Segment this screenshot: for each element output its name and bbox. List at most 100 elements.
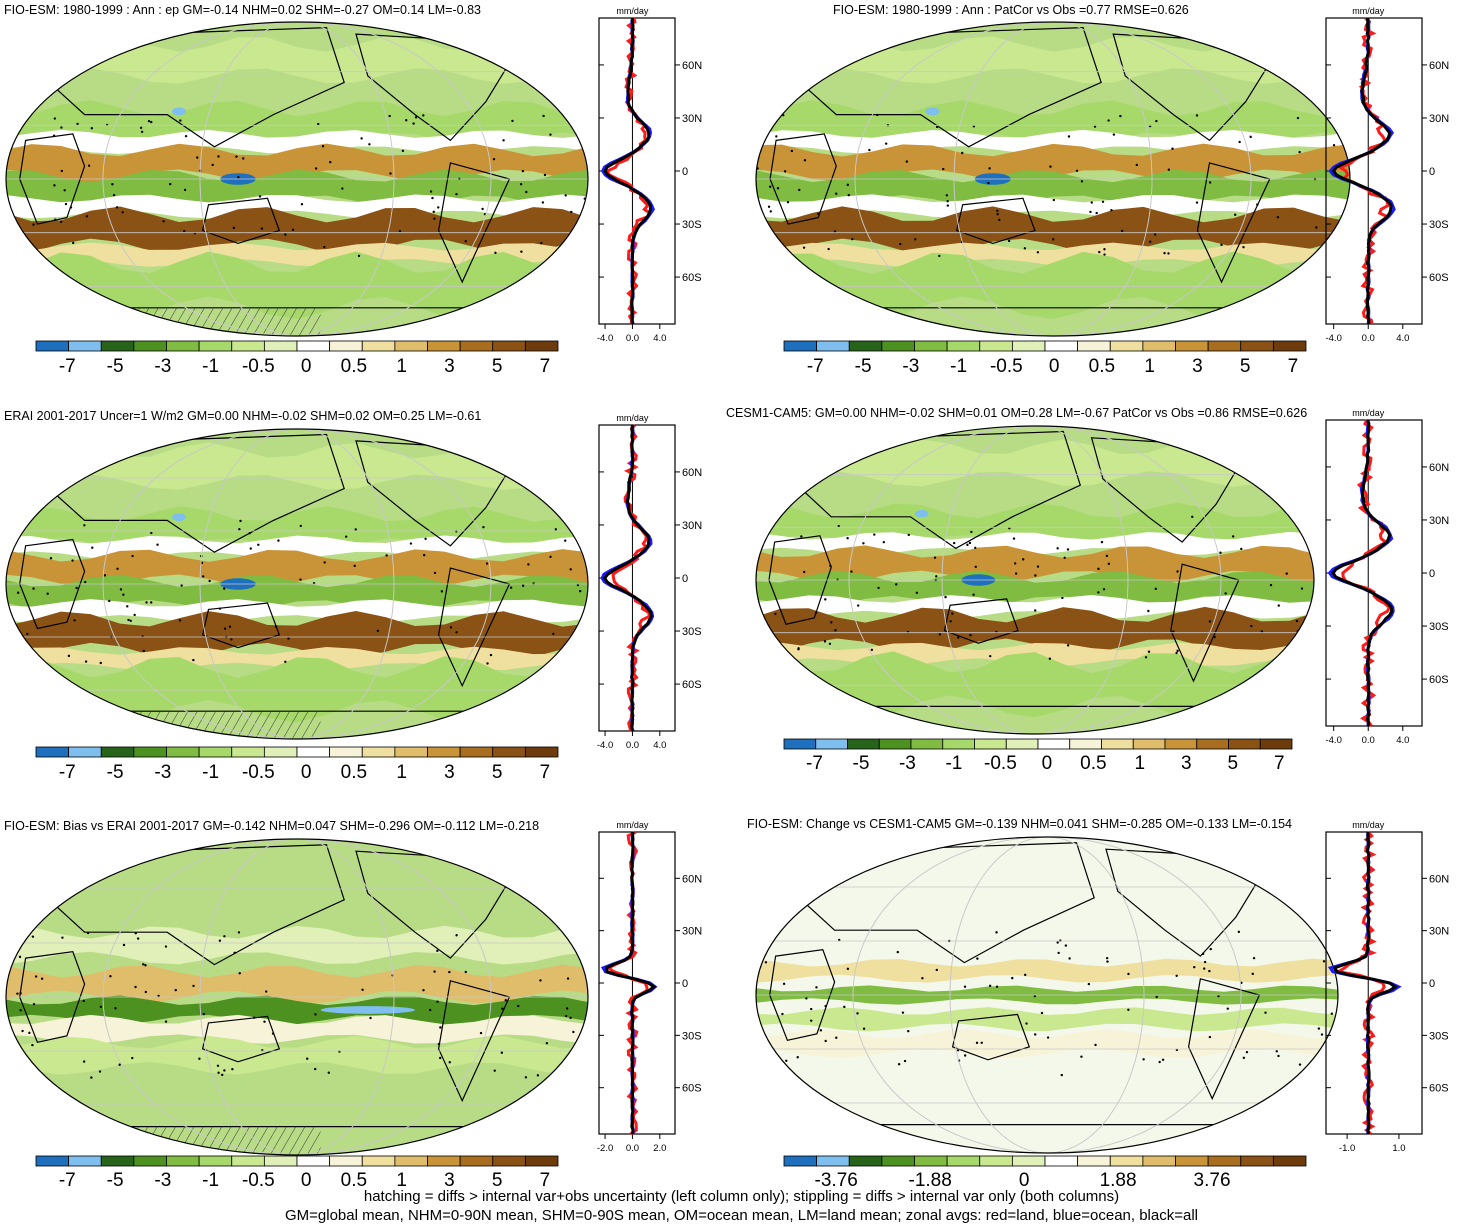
zonal-mean-plot: mm/day 60N 30N 0 30S 60S -1.0 1.0 bbox=[1325, 820, 1449, 1154]
zonal-lat-tick: 30S bbox=[682, 626, 702, 638]
colorbar-tick-label: 1 bbox=[1144, 356, 1155, 377]
colorbar-swatch bbox=[974, 738, 1007, 750]
zonal-lat-tick: 60N bbox=[682, 60, 702, 72]
colorbar-tick-label: 7 bbox=[539, 1170, 551, 1191]
colorbar-swatch bbox=[524, 1155, 559, 1167]
colorbar-swatch bbox=[946, 340, 981, 352]
colorbar-swatch bbox=[1011, 1155, 1046, 1167]
colorbar-tick-label: -3 bbox=[154, 1170, 172, 1191]
colorbar-tick-label: 5 bbox=[1227, 753, 1239, 774]
colorbar-swatch bbox=[1077, 340, 1111, 352]
colorbar-swatch bbox=[1240, 1155, 1274, 1167]
zonal-x-tick: 0.0 bbox=[626, 1143, 639, 1154]
colorbar-tick-label: 3 bbox=[1181, 753, 1192, 774]
colorbar-swatch bbox=[1164, 738, 1198, 750]
colorbar-tick-label: -3 bbox=[902, 356, 920, 377]
colorbar-swatch bbox=[1207, 1155, 1242, 1167]
colorbar-tick-label: -3 bbox=[898, 753, 916, 774]
colorbar-swatch bbox=[296, 1155, 331, 1167]
colorbar-tick-label: 0 bbox=[1018, 1170, 1030, 1191]
zonal-x-tick: 4.0 bbox=[1396, 735, 1409, 746]
colorbar-tick-label: 3.76 bbox=[1193, 1170, 1231, 1191]
colorbar-tick-label: 5 bbox=[1239, 356, 1251, 377]
colorbar-swatch bbox=[68, 340, 102, 352]
colorbar-swatch bbox=[815, 738, 848, 750]
colorbar-swatch bbox=[1132, 738, 1166, 750]
colorbar-swatch bbox=[816, 1155, 850, 1167]
colorbar-swatch bbox=[847, 738, 880, 750]
colorbar-swatch bbox=[35, 746, 70, 758]
colorbar-swatch bbox=[263, 746, 298, 758]
zonal-x-tick: 0.0 bbox=[1362, 333, 1375, 344]
zonal-x-tick: 0.0 bbox=[1362, 735, 1375, 746]
colorbar-swatch bbox=[198, 340, 233, 352]
zonal-lat-tick: 60S bbox=[1429, 674, 1449, 686]
colorbar-tick-label: 7 bbox=[539, 762, 551, 783]
colorbar-tick-label: -7 bbox=[58, 762, 76, 783]
colorbar-tick-label: 7 bbox=[1287, 356, 1299, 377]
colorbar-tick-label: 1 bbox=[396, 356, 407, 377]
colorbar-swatch bbox=[816, 340, 850, 352]
precip-map bbox=[755, 21, 1351, 337]
colorbar-swatch bbox=[459, 1155, 494, 1167]
colorbar-swatch bbox=[524, 340, 559, 352]
colorbar-swatch bbox=[492, 746, 526, 758]
colorbar-tick-label: 7 bbox=[539, 356, 551, 377]
colorbar-swatch bbox=[231, 1155, 265, 1167]
colorbar-tick-label: -1 bbox=[202, 762, 220, 783]
zonal-lat-tick: 30S bbox=[682, 219, 702, 231]
colorbar-tick-label: 0 bbox=[300, 762, 312, 783]
colorbar-swatch bbox=[329, 1155, 363, 1167]
precip-map bbox=[755, 425, 1315, 735]
zonal-lat-tick: 30S bbox=[1429, 219, 1449, 231]
colorbar bbox=[35, 1155, 559, 1167]
colorbar-swatch bbox=[1011, 340, 1046, 352]
zonal-lat-tick: 0 bbox=[1429, 568, 1435, 580]
zonal-lat-tick: 0 bbox=[1429, 978, 1435, 990]
zonal-x-tick: -2.0 bbox=[597, 1143, 613, 1154]
zonal-lat-tick: 0 bbox=[682, 166, 688, 178]
colorbar-swatch bbox=[1044, 340, 1079, 352]
colorbar-tick-label: 0 bbox=[300, 356, 312, 377]
colorbar-tick-label: -1.88 bbox=[908, 1170, 952, 1191]
colorbar-tick-label: 1 bbox=[396, 1170, 407, 1191]
zonal-lat-tick: 30S bbox=[682, 1030, 702, 1042]
colorbar-tick-label: 1 bbox=[1134, 753, 1146, 774]
panel-title: ERAI 2001-2017 Uncer=1 W/m2 GM=0.00 NHM=… bbox=[4, 409, 482, 423]
colorbar-swatch bbox=[1207, 340, 1242, 352]
colorbar-tick-label: -5 bbox=[106, 356, 124, 377]
colorbar-tick-label: 0.5 bbox=[1088, 356, 1116, 377]
colorbar-tick-label: 0 bbox=[1041, 753, 1053, 774]
panel-title: FIO-ESM: Bias vs ERAI 2001-2017 GM=-0.14… bbox=[4, 819, 540, 833]
colorbar-swatch bbox=[492, 1155, 526, 1167]
zonal-x-tick: 4.0 bbox=[653, 740, 666, 751]
zonal-mean-plot: mm/day 60N 30N 0 30S 60S -2.0 0.0 2.0 bbox=[597, 820, 702, 1154]
colorbar-swatch bbox=[848, 1155, 883, 1167]
precip-map bbox=[5, 838, 589, 1156]
colorbar-swatch bbox=[914, 1155, 948, 1167]
colorbar-swatch bbox=[1069, 738, 1102, 750]
zonal-x-tick: 0.0 bbox=[626, 740, 639, 751]
colorbar-tick-label: 0.5 bbox=[1080, 753, 1107, 774]
colorbar-swatch bbox=[979, 1155, 1013, 1167]
zonal-x-tick: 4.0 bbox=[653, 333, 666, 344]
colorbar-swatch bbox=[459, 746, 494, 758]
colorbar-tick-label: 0.5 bbox=[340, 356, 368, 377]
precip-map bbox=[755, 836, 1339, 1154]
colorbar-swatch bbox=[329, 746, 363, 758]
colorbar-swatch bbox=[394, 340, 428, 352]
zonal-lat-tick: 30N bbox=[1429, 926, 1449, 938]
colorbar-swatch bbox=[68, 746, 102, 758]
zonal-lat-tick: 60S bbox=[682, 679, 702, 691]
colorbar-tick-label: -5 bbox=[106, 1170, 124, 1191]
colorbar-swatch bbox=[1175, 340, 1209, 352]
panel-title: FIO-ESM: 1980-1999 : Ann : PatCor vs Obs… bbox=[833, 3, 1189, 17]
colorbar-swatch bbox=[1228, 738, 1261, 750]
colorbar-swatch bbox=[1005, 738, 1039, 750]
colorbar-swatch bbox=[1044, 1155, 1079, 1167]
colorbar-tick-label: 0 bbox=[300, 1170, 312, 1191]
zonal-lat-tick: 30S bbox=[1429, 621, 1449, 633]
colorbar-swatch bbox=[100, 340, 135, 352]
colorbar-swatch bbox=[946, 1155, 981, 1167]
zonal-mean-plot: mm/day 60N 30N 0 30S 60S -4.0 0.0 4.0 bbox=[597, 413, 702, 751]
